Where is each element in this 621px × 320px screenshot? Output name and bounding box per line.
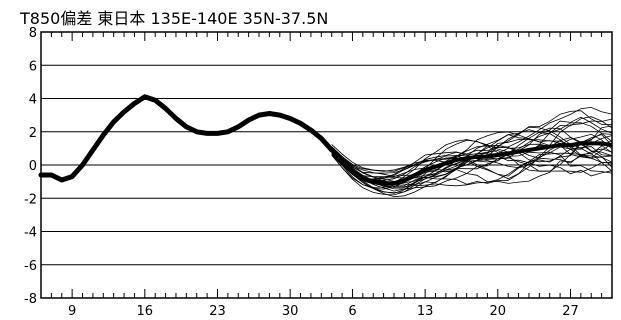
x-tick-label: 23 xyxy=(209,304,226,319)
ensemble-member-line xyxy=(331,110,613,172)
ensemble-member-line xyxy=(331,150,612,198)
chart-title: T850偏差 東日本 135E-140E 35N-37.5N xyxy=(20,9,329,28)
x-tick-label: 9 xyxy=(68,304,76,319)
y-tick-label: 6 xyxy=(29,59,37,74)
ensemble-member-line xyxy=(331,137,613,194)
observed-line xyxy=(38,94,335,183)
y-tick-label: -4 xyxy=(24,226,37,241)
y-tick-label: -6 xyxy=(24,259,37,274)
x-tick-label: 27 xyxy=(562,304,579,319)
observed-layer xyxy=(38,94,335,183)
x-tick-label: 6 xyxy=(348,304,356,319)
y-tick-label: -2 xyxy=(24,192,37,207)
ensemble-mean-line xyxy=(330,141,613,186)
x-tick-label: 16 xyxy=(137,304,154,319)
x-tick-label: 20 xyxy=(490,304,507,319)
y-tick-label: 8 xyxy=(29,26,37,41)
y-tick-label: 2 xyxy=(29,126,37,141)
grid-layer xyxy=(41,31,612,299)
y-tick-label: 4 xyxy=(29,93,37,108)
ensemble-mean-layer xyxy=(330,141,613,186)
y-tick-label: 0 xyxy=(29,159,37,174)
ensemble-member-line xyxy=(331,143,613,194)
x-tick-label: 30 xyxy=(282,304,299,319)
ensemble-member-line xyxy=(331,133,613,190)
ensemble-member-line xyxy=(331,152,613,188)
ensemble-member-line xyxy=(331,127,613,178)
plot-frame xyxy=(40,31,613,299)
ensemble-member-line xyxy=(331,148,613,188)
y-tick-label: -8 xyxy=(24,292,37,307)
x-tick-label: 13 xyxy=(417,304,434,319)
